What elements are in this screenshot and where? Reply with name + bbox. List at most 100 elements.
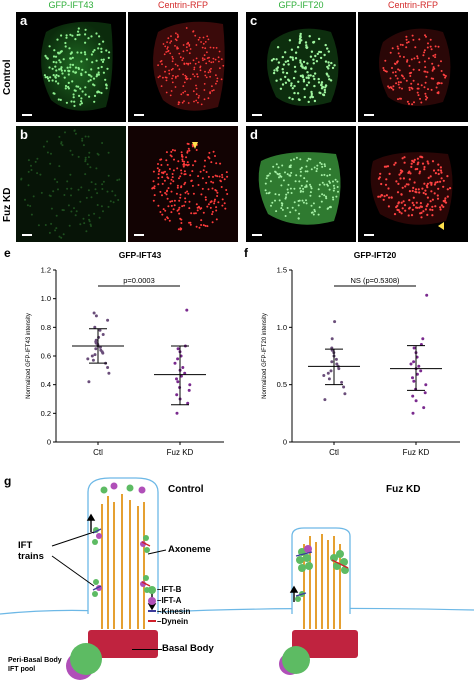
fluorescent-spot <box>77 85 80 88</box>
fluorescent-spot <box>84 53 87 56</box>
panel-letter-b: b <box>20 127 28 142</box>
chart-f-data-point <box>327 377 331 381</box>
fluorescent-spot <box>414 188 418 191</box>
fluorescent-spot <box>326 47 329 50</box>
fluorescent-spot <box>159 211 162 213</box>
fluorescent-spot <box>284 75 287 79</box>
fluorescent-spot <box>272 165 275 168</box>
fluorescent-spot <box>221 198 224 201</box>
fluorescent-spot <box>403 204 407 207</box>
fluorescent-spot <box>294 57 298 60</box>
fluorescent-spot <box>449 187 452 190</box>
fluorescent-spot <box>424 208 427 211</box>
fluorescent-spot <box>318 195 321 198</box>
fluorescent-spot <box>102 180 105 183</box>
chart-f-data-point <box>425 293 429 297</box>
fluorescent-spot <box>400 201 403 204</box>
chart-f: 0 0.5 1.0 1.5 Normalized GFP-IFT20 intensity… <box>262 266 460 457</box>
fluorescent-spot <box>157 163 159 165</box>
chart-f-data-point <box>411 376 414 380</box>
ift-trains-leaders <box>51 531 95 587</box>
fluorescent-spot <box>275 163 278 166</box>
fluorescent-spot <box>424 81 427 84</box>
fluorescent-spot <box>81 139 84 142</box>
fluorescent-spot <box>288 39 292 42</box>
fluorescent-spot <box>210 61 213 64</box>
fluorescent-spot <box>426 46 429 49</box>
fluorescent-spot <box>157 64 159 67</box>
chart-e-y-tick-label: 0.4 <box>41 380 51 389</box>
chart-e-data-point <box>181 366 185 369</box>
fluorescent-spot <box>287 191 290 194</box>
fluorescent-spot <box>82 144 85 147</box>
fluorescent-spot <box>51 79 54 82</box>
fluorescent-spot <box>180 172 183 175</box>
fluorescent-spot <box>84 33 87 36</box>
fluorescent-spot <box>398 69 401 72</box>
fluorescent-spot <box>321 181 324 184</box>
fluorescent-spot <box>48 79 51 82</box>
fluorescent-spot <box>389 77 392 80</box>
fluorescent-spot <box>180 151 183 154</box>
fluorescent-spot <box>193 68 196 71</box>
fluorescent-spot <box>397 83 400 86</box>
fluorescent-spot <box>397 47 400 50</box>
fluorescent-spot <box>275 210 278 213</box>
fluorescent-spot <box>326 174 329 177</box>
fluorescent-spot <box>178 212 181 215</box>
fluorescent-spot <box>281 204 284 207</box>
fluorescent-spot <box>218 175 221 178</box>
fluorescent-spot <box>282 63 286 66</box>
fluorescent-spot <box>100 205 103 208</box>
fluorescent-spot <box>320 163 323 166</box>
fluorescent-spot <box>401 186 404 189</box>
fluorescent-spot <box>76 51 79 54</box>
fluorescent-spot <box>431 205 434 208</box>
fluorescent-spot <box>314 210 316 213</box>
fluorescent-spot <box>96 204 99 206</box>
fluorescent-spot <box>313 166 316 169</box>
chart-f-data-point <box>419 369 423 373</box>
fluorescent-spot <box>176 33 179 36</box>
fluorescent-spot <box>437 91 440 94</box>
fluorescent-spot <box>66 66 69 69</box>
fluorescent-spot <box>80 60 83 63</box>
fluorescent-spot <box>420 211 423 214</box>
fluorescent-spot <box>87 189 90 192</box>
fluorescent-spot <box>186 161 189 164</box>
control-ift-pool <box>66 643 102 680</box>
chart-f-y-tick-label: 0 <box>283 438 287 447</box>
scale-bar <box>22 234 32 236</box>
fluorescent-spot <box>396 77 399 80</box>
fluorescent-spot <box>195 93 198 96</box>
chart-f-data-point <box>337 367 341 371</box>
fluorescent-spot <box>161 63 163 65</box>
fluorescent-spot <box>384 70 387 73</box>
fluorescent-spot <box>85 196 88 199</box>
fluorescent-spot <box>55 69 58 72</box>
fluorescent-spot <box>395 180 398 183</box>
fluorescent-spot <box>188 149 191 152</box>
fluorescent-spot <box>87 73 90 76</box>
fluorescent-spot <box>204 70 206 73</box>
fluorescent-spot <box>40 191 43 194</box>
fluorescent-spot <box>50 152 52 155</box>
fluorescent-spot <box>195 87 198 90</box>
ift-trains-label: IFT trains <box>18 540 44 562</box>
fluorescent-spot <box>281 164 284 167</box>
fluorescent-spot <box>334 178 337 181</box>
fluorescent-spot <box>440 171 443 174</box>
fluorescent-spot <box>305 84 309 87</box>
fluorescent-spot <box>207 203 210 206</box>
fluorescent-spot <box>186 150 189 153</box>
fluorescent-spot <box>70 51 73 54</box>
fluorescent-spot <box>317 213 320 216</box>
fluorescent-spot <box>187 147 190 150</box>
fluorescent-spot <box>77 27 80 30</box>
micrograph-a-rfp <box>128 12 238 122</box>
fluorescent-spot <box>274 170 277 173</box>
fluorescent-spot <box>104 78 107 81</box>
fluorescent-spot <box>412 204 415 207</box>
legend-label: –IFT-A <box>157 596 182 605</box>
fluorescent-spot <box>313 208 316 211</box>
